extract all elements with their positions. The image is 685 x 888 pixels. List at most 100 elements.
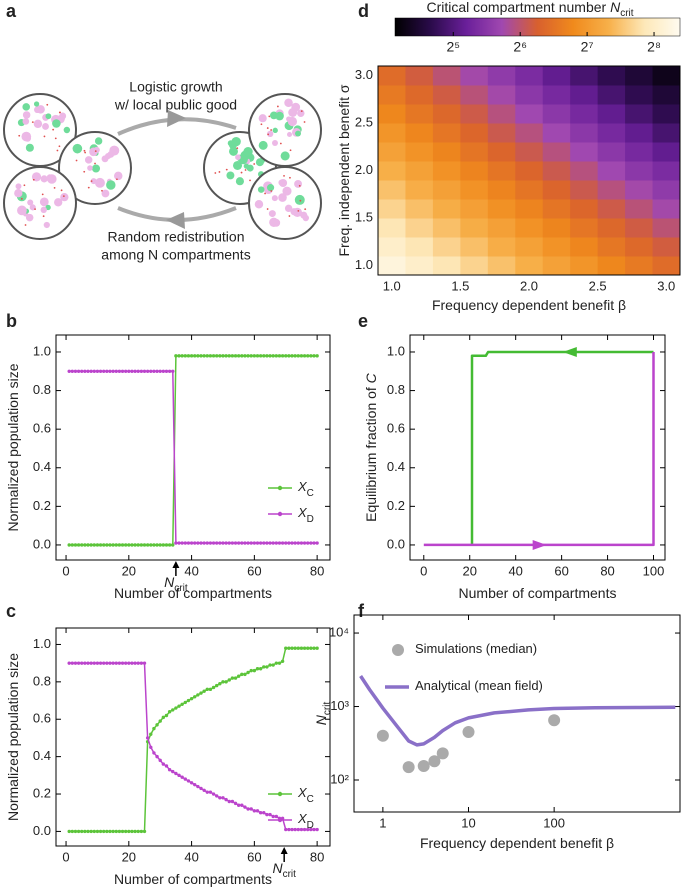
- cell: [59, 112, 67, 120]
- data-marker: [271, 814, 275, 819]
- cell: [36, 105, 45, 114]
- public-good: [56, 149, 59, 152]
- text-part: Normalized population size: [5, 653, 21, 821]
- heatmap-cell: [460, 256, 489, 276]
- data-marker: [133, 829, 137, 834]
- data-marker: [155, 543, 159, 547]
- heatmap-cell: [432, 142, 461, 162]
- y-axis-label: Ncrit: [313, 702, 333, 726]
- data-marker: [180, 541, 184, 545]
- data-marker: [139, 543, 144, 547]
- plot-frame: [353, 614, 681, 813]
- colorbar-tick-label: 2⁶: [513, 39, 527, 55]
- data-marker: [73, 543, 78, 547]
- cell: [295, 130, 301, 137]
- heatmap-cell: [625, 85, 654, 105]
- x-tick-label: 100: [643, 563, 665, 578]
- data-marker: [161, 715, 166, 720]
- data-marker: [149, 543, 153, 547]
- data-marker: [249, 541, 253, 545]
- data-marker: [258, 667, 263, 671]
- data-marker: [186, 779, 191, 783]
- y-tick-label: 0.4: [33, 748, 51, 763]
- heatmap-cell: [597, 161, 626, 181]
- series-line: [69, 355, 318, 546]
- public-good: [52, 128, 55, 131]
- data-marker: [180, 354, 184, 358]
- heatmap-cell: [625, 161, 654, 181]
- data-marker: [174, 706, 178, 710]
- heatmap-cell: [432, 85, 461, 105]
- data-marker: [277, 354, 282, 358]
- data-marker: [83, 369, 87, 373]
- x-tick-label: 20: [122, 563, 136, 578]
- data-marker: [227, 541, 231, 545]
- panel-label: d: [358, 1, 369, 21]
- heatmap-cell: [405, 123, 434, 143]
- data-marker: [83, 661, 87, 665]
- data-point: [436, 747, 449, 760]
- data-marker: [268, 663, 272, 667]
- cell: [294, 180, 302, 188]
- cell: [52, 119, 61, 128]
- data-marker: [236, 541, 241, 545]
- public-good: [267, 133, 270, 136]
- data-marker: [233, 354, 238, 358]
- public-good: [87, 186, 90, 189]
- data-marker: [95, 369, 100, 373]
- data-marker: [252, 354, 257, 358]
- y-tick-label: 2.0: [355, 162, 373, 177]
- public-good: [32, 178, 35, 181]
- data-marker: [80, 369, 84, 373]
- data-marker: [271, 663, 275, 667]
- data-marker: [98, 369, 103, 373]
- heatmap-cell: [487, 85, 516, 105]
- heatmap-cell: [597, 66, 626, 86]
- data-point: [428, 755, 441, 768]
- data-marker: [211, 792, 216, 796]
- data-marker: [233, 801, 238, 806]
- data-marker: [158, 758, 162, 763]
- data-marker: [205, 541, 209, 545]
- y-tick-label: 0.0: [33, 536, 51, 551]
- data-marker: [105, 829, 109, 834]
- data-marker: [136, 543, 140, 547]
- data-marker: [315, 646, 319, 650]
- public-good: [225, 168, 228, 171]
- legend-label: Simulations (median): [415, 641, 537, 656]
- y-tick-label: 0.8: [387, 382, 405, 397]
- data-marker: [274, 354, 279, 358]
- data-marker: [302, 541, 307, 545]
- data-marker: [296, 827, 301, 832]
- heatmap-cell: [378, 199, 406, 219]
- data-point: [402, 761, 415, 774]
- cell: [43, 221, 50, 229]
- cell: [107, 150, 115, 158]
- data-point: [462, 726, 475, 739]
- data-marker: [183, 354, 188, 358]
- cell: [17, 205, 27, 216]
- cell: [258, 140, 268, 150]
- data-marker: [249, 354, 253, 358]
- heatmap-cell: [597, 104, 626, 124]
- data-marker: [76, 543, 81, 547]
- heatmap-cell: [515, 161, 544, 181]
- heatmap-cell: [487, 123, 516, 143]
- heatmap-cell: [652, 199, 681, 219]
- cell: [266, 184, 275, 192]
- data-marker: [221, 541, 225, 545]
- data-marker: [211, 541, 216, 545]
- data-marker: [265, 665, 269, 669]
- heatmap-cell: [460, 199, 489, 219]
- data-marker: [312, 541, 316, 545]
- heatmap-cell: [460, 123, 489, 143]
- data-marker: [277, 661, 282, 665]
- data-marker: [117, 661, 122, 665]
- data-marker: [70, 369, 75, 373]
- x-tick-label: 40: [184, 849, 198, 864]
- data-marker: [271, 541, 275, 545]
- data-marker: [171, 708, 175, 712]
- data-marker: [183, 700, 188, 705]
- data-marker: [127, 369, 131, 373]
- public-good: [23, 184, 26, 187]
